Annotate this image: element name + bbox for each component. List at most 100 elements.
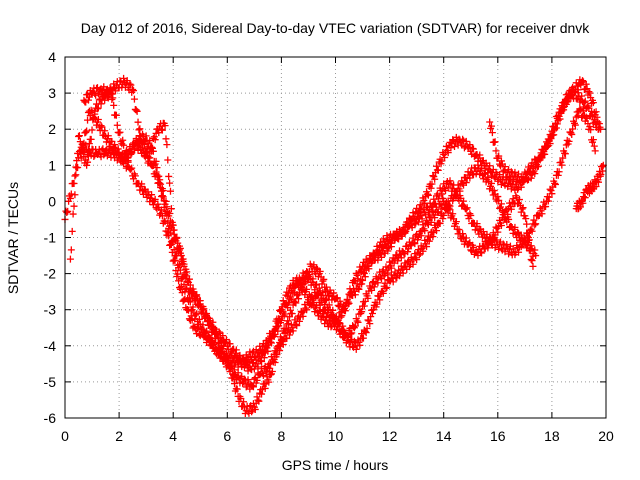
data-point	[478, 164, 486, 172]
data-point	[165, 172, 173, 180]
data-point	[322, 283, 330, 291]
data-point	[333, 294, 341, 302]
data-point	[136, 125, 144, 133]
data-point	[295, 295, 303, 303]
data-point	[515, 248, 523, 256]
data-point	[424, 191, 432, 199]
data-point	[568, 130, 576, 138]
data-point	[207, 338, 215, 346]
data-point	[460, 197, 468, 205]
data-point	[158, 126, 166, 134]
data-point	[68, 227, 76, 235]
data-point	[590, 142, 598, 150]
data-point	[75, 132, 83, 140]
data-point	[144, 188, 152, 196]
data-point	[89, 115, 97, 123]
data-point	[341, 307, 349, 315]
data-point	[429, 233, 437, 241]
data-point	[542, 143, 550, 151]
data-point	[559, 154, 567, 162]
data-point	[159, 193, 167, 201]
data-point	[389, 278, 397, 286]
data-point	[395, 235, 403, 243]
data-point	[360, 302, 368, 310]
data-point	[518, 205, 526, 213]
data-point	[527, 255, 535, 263]
data-point	[427, 184, 435, 192]
data-point	[85, 140, 93, 148]
data-point	[88, 126, 96, 134]
data-point	[233, 385, 241, 393]
data-point	[585, 88, 593, 96]
data-point	[546, 140, 554, 148]
data-point	[353, 317, 361, 325]
x-tick-label: 18	[544, 428, 560, 444]
data-point	[97, 122, 105, 130]
data-point	[415, 251, 423, 259]
data-point	[465, 240, 473, 248]
data-point	[555, 168, 563, 176]
data-point	[209, 318, 217, 326]
chart-title: Day 012 of 2016, Sidereal Day-to-day VTE…	[81, 20, 591, 36]
data-point	[123, 77, 131, 85]
data-point	[297, 280, 305, 288]
data-point	[254, 363, 262, 371]
data-point	[514, 228, 522, 236]
data-point	[262, 368, 270, 376]
data-point	[424, 209, 432, 217]
data-point	[129, 85, 137, 93]
data-point	[478, 249, 486, 257]
data-point	[384, 269, 392, 277]
data-point	[358, 308, 366, 316]
data-point	[66, 255, 74, 263]
data-point	[179, 255, 187, 263]
data-point	[215, 328, 223, 336]
data-point	[161, 122, 169, 130]
data-point	[399, 269, 407, 277]
data-point	[204, 332, 212, 340]
data-point	[166, 210, 174, 218]
series-track-4	[66, 87, 537, 375]
data-point	[431, 214, 439, 222]
data-point	[477, 248, 485, 256]
data-point	[358, 280, 366, 288]
data-point	[268, 367, 276, 375]
data-point	[267, 339, 275, 347]
data-point	[345, 299, 353, 307]
data-point	[517, 183, 525, 191]
data-point	[538, 210, 546, 218]
x-tick-labels: 0 2 4 6 8 10 12 14 16 18 20	[61, 428, 614, 444]
data-point	[286, 331, 294, 339]
y-tick-label: 4	[48, 49, 56, 65]
data-point	[79, 144, 87, 152]
data-point	[153, 164, 161, 172]
data-point	[446, 177, 454, 185]
data-point	[93, 105, 101, 113]
data-point	[451, 143, 459, 151]
data-point	[69, 210, 77, 218]
data-point	[487, 179, 495, 187]
data-point	[394, 257, 402, 265]
data-point	[375, 249, 383, 257]
data-point	[374, 279, 382, 287]
data-point	[258, 358, 266, 366]
data-point	[350, 337, 358, 345]
data-point	[495, 152, 503, 160]
data-point	[347, 330, 355, 338]
data-point	[257, 357, 265, 365]
data-point	[459, 135, 467, 143]
data-point	[487, 122, 495, 130]
data-point	[397, 231, 405, 239]
data-point	[330, 289, 338, 297]
data-point	[495, 196, 503, 204]
data-point	[267, 338, 275, 346]
data-point	[571, 121, 579, 129]
data-point	[309, 275, 317, 283]
data-point	[281, 310, 289, 318]
data-point	[362, 329, 370, 337]
data-point	[70, 202, 78, 210]
data-point	[434, 166, 442, 174]
data-point	[157, 180, 165, 188]
data-point	[272, 353, 280, 361]
data-point	[97, 100, 105, 108]
